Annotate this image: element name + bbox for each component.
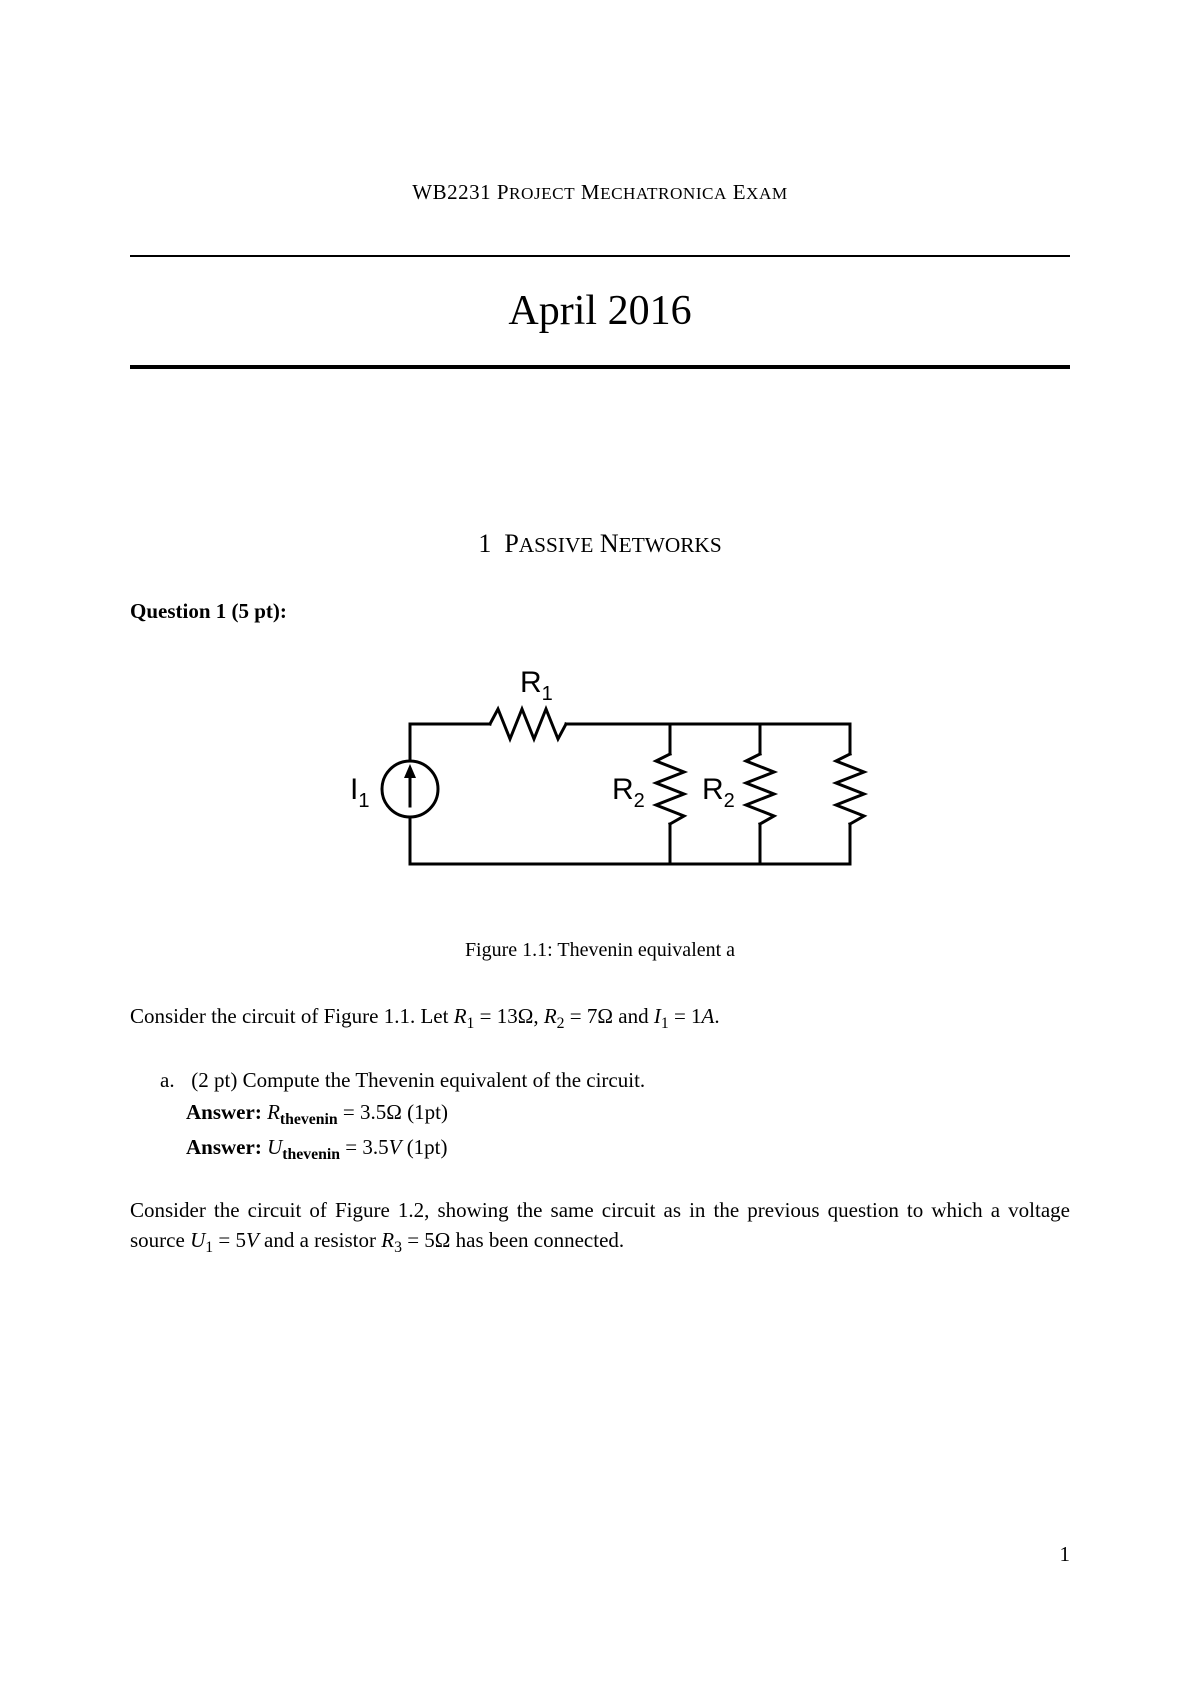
svg-text:I1: I1 bbox=[350, 773, 369, 812]
page: WB2231 PROJECT MECHATRONICA EXAM April 2… bbox=[0, 0, 1200, 1697]
p1-prefix: Consider the circuit of Figure 1.1. Let bbox=[130, 1004, 454, 1028]
paragraph-1: Consider the circuit of Figure 1.1. Let … bbox=[130, 1002, 1070, 1035]
figure-caption: Figure 1.1: Thevenin equivalent a bbox=[130, 939, 1070, 962]
p2-tail: has been connected. bbox=[450, 1228, 624, 1252]
svg-text:R1: R1 bbox=[520, 666, 553, 705]
page-number: 1 bbox=[1060, 1542, 1071, 1567]
title-date: April 2016 bbox=[130, 257, 1070, 365]
course-header: WB2231 PROJECT MECHATRONICA EXAM bbox=[130, 180, 1070, 205]
part-a-prompt: (2 pt) Compute the Thevenin equivalent o… bbox=[191, 1068, 645, 1092]
answer2-label: Answer: bbox=[186, 1135, 262, 1159]
question-label: Question 1 (5 pt): bbox=[130, 599, 1070, 624]
rule-bottom bbox=[130, 365, 1070, 369]
svg-text:R2: R2 bbox=[612, 773, 645, 812]
svg-text:R2: R2 bbox=[702, 773, 735, 812]
part-a: a. (2 pt) Compute the Thevenin equivalen… bbox=[160, 1065, 1070, 1166]
figure-circuit: R1 R2 R2 I1 bbox=[130, 654, 1070, 919]
part-a-letter: a. bbox=[160, 1065, 186, 1097]
answer1-label: Answer: bbox=[186, 1100, 262, 1124]
section-number: 1 bbox=[478, 529, 491, 558]
p2-mid: and a resistor bbox=[259, 1228, 381, 1252]
paragraph-2: Consider the circuit of Figure 1.2, show… bbox=[130, 1196, 1070, 1259]
section-title: 1 PASSIVE NETWORKS bbox=[130, 529, 1070, 559]
